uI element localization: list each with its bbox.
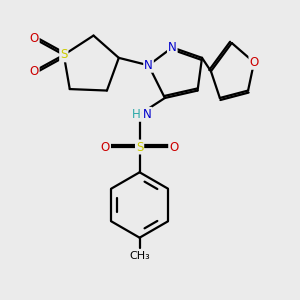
Text: O: O (249, 56, 259, 69)
Text: N: N (168, 41, 177, 54)
Text: S: S (60, 48, 68, 62)
Text: CH₃: CH₃ (129, 250, 150, 260)
Text: O: O (101, 140, 110, 154)
Text: O: O (169, 140, 178, 154)
Text: O: O (29, 32, 39, 45)
Text: S: S (136, 140, 143, 154)
Text: H: H (132, 108, 141, 121)
Text: N: N (143, 108, 152, 121)
Text: O: O (29, 65, 39, 78)
Text: N: N (144, 59, 153, 72)
